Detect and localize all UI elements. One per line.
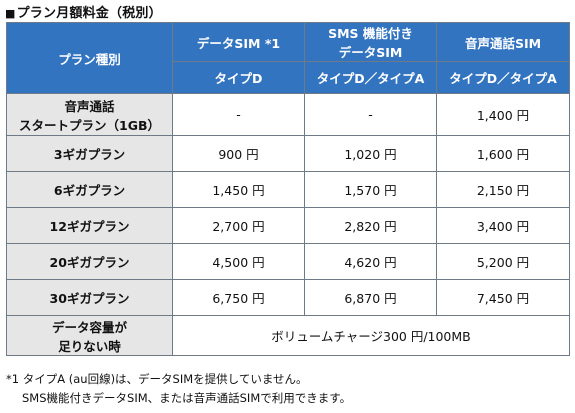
table-row: 20ギガプラン 4,500 円 4,620 円 5,200 円 — [6, 243, 570, 280]
header-row-names: プラン種別 データSIM *1 SMS 機能付き データSIM 音声通話SIM — [6, 22, 570, 94]
row-label: データ容量が 足りない時 — [6, 315, 173, 356]
row-label: 12ギガプラン — [6, 207, 173, 244]
footnotes: *1 タイプA (au回線)は、データSIMを提供していません。 SMS機能付き… — [6, 370, 351, 408]
price-cell: 6,750 円 — [172, 279, 305, 316]
price-cell: 2,700 円 — [172, 207, 305, 244]
price-table: プラン種別 データSIM *1 SMS 機能付き データSIM 音声通話SIM … — [6, 22, 570, 356]
row-label: 20ギガプラン — [6, 243, 173, 280]
price-cell: 6,870 円 — [304, 279, 437, 316]
row-label: 6ギガプラン — [6, 171, 173, 208]
table-row: 12ギガプラン 2,700 円 2,820 円 3,400 円 — [6, 207, 570, 244]
price-cell: 5,200 円 — [436, 243, 570, 280]
price-cell: 1,020 円 — [304, 135, 437, 172]
column-type-sms-data-sim: タイプD／タイプA — [304, 61, 437, 94]
row-label-line2: 足りない時 — [58, 338, 121, 354]
header-row-types: タイプD タイプD／タイプA タイプD／タイプA — [7, 61, 570, 94]
heading-title: プラン月額料金（税別） — [16, 6, 162, 21]
price-cell: 4,500 円 — [172, 243, 305, 280]
page-heading: ■プラン月額料金（税別） — [5, 2, 162, 21]
table-row: 30ギガプラン 6,750 円 6,870 円 7,450 円 — [6, 279, 570, 316]
price-cell: 1,570 円 — [304, 171, 437, 208]
row-label: 音声通話 スタートプラン（1GB） — [6, 93, 173, 136]
column-type-voice-sim: タイプD／タイプA — [436, 61, 570, 94]
volume-charge-cell: ボリュームチャージ300 円/100MB — [172, 315, 570, 356]
square-bullet-icon: ■ — [5, 7, 16, 20]
row-label-line1: データ容量が — [51, 319, 127, 335]
column-header-line1: 音声通話SIM — [464, 35, 542, 51]
price-cell: 4,620 円 — [304, 243, 437, 280]
column-type-data-sim: タイプD — [172, 61, 305, 94]
row-label-line1: 音声通話 — [64, 98, 115, 114]
column-header-sms-data-sim: SMS 機能付き データSIM — [304, 22, 437, 62]
row-label-line2: スタートプラン（1GB） — [19, 117, 160, 133]
price-cell: 2,820 円 — [304, 207, 437, 244]
footnote-line1: *1 タイプA (au回線)は、データSIMを提供していません。 — [6, 372, 308, 386]
column-header-line1: SMS 機能付き — [328, 26, 413, 41]
price-cell: 2,150 円 — [436, 171, 570, 208]
column-header-line1: データSIM *1 — [196, 35, 281, 51]
price-cell: 900 円 — [172, 135, 305, 172]
table-row: 音声通話 スタートプラン（1GB） - - 1,400 円 — [6, 93, 570, 136]
price-cell: - — [172, 93, 305, 136]
price-cell: 7,450 円 — [436, 279, 570, 316]
column-header-data-sim: データSIM *1 — [172, 22, 305, 62]
table-row-shortage: データ容量が 足りない時 ボリュームチャージ300 円/100MB — [6, 315, 570, 356]
table-row: 6ギガプラン 1,450 円 1,570 円 2,150 円 — [6, 171, 570, 208]
price-cell: 3,400 円 — [436, 207, 570, 244]
plan-type-header: プラン種別 — [6, 22, 173, 94]
price-cell: 1,400 円 — [436, 93, 570, 136]
table-row: 3ギガプラン 900 円 1,020 円 1,600 円 — [6, 135, 570, 172]
row-label: 30ギガプラン — [6, 279, 173, 316]
price-cell: - — [304, 93, 437, 136]
row-label: 3ギガプラン — [6, 135, 173, 172]
column-header-voice-sim: 音声通話SIM — [436, 22, 570, 62]
column-header-line2: データSIM — [338, 45, 403, 60]
footnote-line2: SMS機能付きデータSIM、または音声通話SIMで利用できます。 — [22, 391, 352, 405]
price-cell: 1,450 円 — [172, 171, 305, 208]
price-cell: 1,600 円 — [436, 135, 570, 172]
